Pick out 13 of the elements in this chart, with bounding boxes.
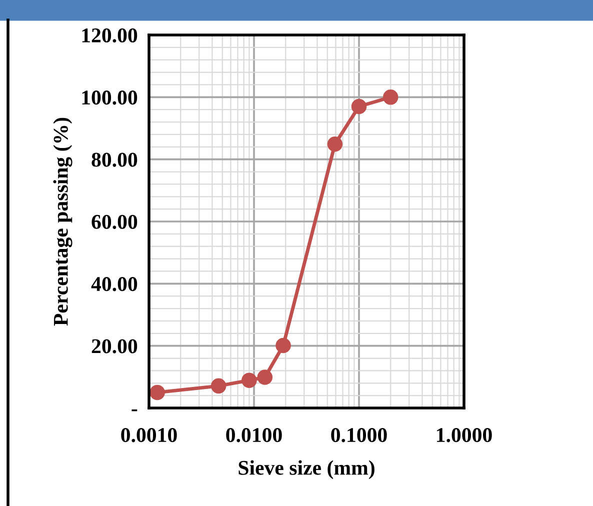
y-axis-title: Percentage passing (%) [53, 118, 72, 326]
y-tick-label: - [132, 409, 138, 412]
x-tick-label: 1.0000 [437, 428, 492, 442]
y-tick-label: 40.00 [91, 277, 138, 292]
y-tick-label: 100.00 [82, 90, 138, 105]
x-tick-label: 0.0010 [121, 428, 177, 442]
x-tick-label: 0.1000 [331, 428, 387, 442]
x-tick-label: 0.0100 [226, 428, 282, 442]
x-axis-title: Sieve size (mm) [238, 460, 374, 480]
y-tick-label: 80.00 [92, 152, 138, 167]
y-tick-label: 20.00 [92, 339, 138, 354]
y-tick-label: 60.00 [92, 214, 138, 230]
y-tick-label: 120.00 [82, 28, 138, 43]
